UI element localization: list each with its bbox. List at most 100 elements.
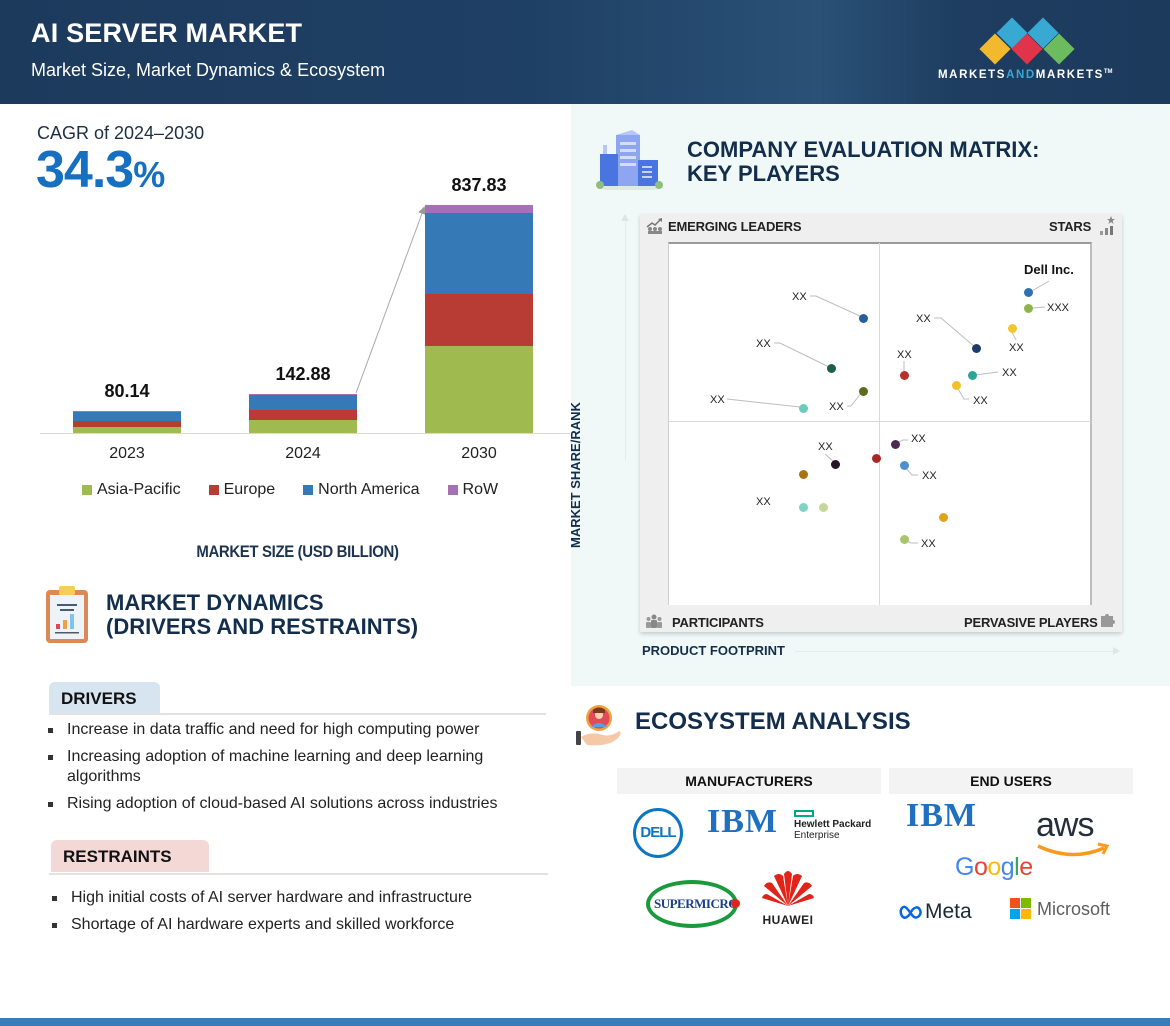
quadrant-label-participants: PARTICIPANTS [672, 615, 764, 630]
restraint-item: High initial costs of AI server hardware… [52, 888, 542, 908]
company-point-label: XX [1002, 367, 1017, 379]
brand-wordmark: MARKETSANDMARKETSTM [938, 69, 1113, 81]
bar-2023 [73, 411, 181, 433]
participants-icon [645, 614, 663, 633]
matrix-plot-area [668, 242, 1092, 605]
company-point [967, 370, 977, 380]
x-axis-arrow-icon [1113, 647, 1120, 655]
ibm-logo-manufacturer: IBM [707, 803, 778, 840]
bar-segment-europe [425, 293, 533, 346]
company-point [871, 453, 881, 463]
header-banner: AI SERVER MARKET Market Size, Market Dyn… [0, 0, 1170, 104]
bar-total-label: 80.14 [104, 381, 150, 402]
company-point [826, 363, 836, 373]
company-point [971, 343, 981, 353]
bar-segment-asia-pacific [425, 345, 533, 433]
end-users-header: END USERS [889, 768, 1133, 794]
legend-item-europe: Europe [208, 481, 275, 499]
x-axis-tick-label: 2030 [461, 445, 497, 462]
legend-swatch [208, 485, 219, 495]
bar-segment-north-america [425, 212, 533, 294]
aws-logo: aws [1036, 808, 1112, 864]
meta-logo: Meta [899, 900, 972, 924]
bar-segment-asia-pacific [249, 420, 357, 433]
supermicro-logo: SUPERMICRO [646, 880, 740, 928]
company-point-label: XX [756, 496, 771, 508]
cagr-label: CAGR of 2024–2030 [37, 123, 205, 143]
company-point-label: XX [792, 291, 807, 303]
company-point-label: XX [1009, 342, 1024, 354]
microsoft-windows-icon [1010, 898, 1031, 919]
bar-2024 [249, 394, 357, 433]
huawei-petals-icon [762, 871, 814, 906]
quadrant-label-pervasive-players: PERVASIVE PLAYERS [964, 615, 1098, 630]
cagr-arrow-icon [355, 206, 426, 394]
page-title: AI SERVER MARKET [31, 18, 303, 48]
ecosystem-heading: ECOSYSTEM ANALYSIS [635, 708, 911, 735]
marketsandmarkets-logo: MARKETSANDMARKETSTM [930, 16, 1130, 86]
bar-segment-europe [249, 410, 357, 421]
company-point [830, 459, 840, 469]
company-point [1023, 303, 1033, 313]
footer-bar [0, 1018, 1170, 1026]
legend-swatch [447, 485, 458, 495]
legend-item-asia-pacific: Asia-Pacific [82, 481, 181, 499]
company-point [858, 313, 868, 323]
driver-item: Rising adoption of cloud-based AI soluti… [48, 794, 538, 814]
huawei-logo: HUAWEI [760, 866, 816, 928]
company-point [798, 403, 808, 413]
microsoft-logo: Microsoft [1010, 898, 1110, 920]
company-point [858, 386, 868, 396]
hpe-element-icon [794, 810, 814, 817]
y-axis-arrow-icon [621, 214, 629, 221]
y-axis-label: MARKET SHARE/RANK [568, 402, 583, 548]
company-point [951, 380, 961, 390]
bar-segment-north-america [249, 395, 357, 411]
dynamics-heading: MARKET DYNAMICS (DRIVERS AND RESTRAINTS) [106, 590, 419, 639]
company-point [1023, 287, 1033, 297]
company-point-label: XX [916, 313, 931, 325]
company-point-label: XX [710, 394, 725, 406]
bar-total-label: 142.88 [275, 364, 331, 385]
company-point [899, 534, 909, 544]
restraints-divider [49, 873, 548, 875]
chart-legend: Asia-Pacific Europe North America RoW [82, 481, 498, 499]
ecosystem-hand-person-icon [575, 703, 625, 749]
drivers-divider [49, 713, 546, 715]
company-point-label: XX [818, 441, 833, 453]
company-point [899, 460, 909, 470]
quadrant-label-stars: STARS [1049, 219, 1092, 234]
cagr-value: 34.3% [36, 141, 165, 199]
legend-swatch [82, 485, 92, 495]
company-point [818, 502, 828, 512]
market-size-chart: 80.14 2023 142.88 2024 837.83 2030 [0, 170, 580, 530]
google-logo: Google [955, 853, 1033, 881]
chart-baseline [40, 433, 570, 434]
emerging-leaders-icon [646, 218, 664, 239]
company-point [899, 370, 909, 380]
dell-logo: DELL [633, 808, 683, 858]
company-point [798, 469, 808, 479]
company-point [1007, 323, 1017, 333]
stars-icon [1099, 216, 1115, 241]
bar-segment-row [73, 411, 181, 412]
quadrant-label-emerging-leaders: EMERGING LEADERS [668, 219, 802, 234]
quadrant-divider-vertical [879, 243, 880, 605]
clipboard-chart-icon [44, 585, 90, 645]
supermicro-dot-icon [731, 899, 740, 908]
bar-segment-north-america [73, 411, 181, 422]
bar-segment-europe [73, 421, 181, 427]
bar-2030 [425, 205, 533, 433]
x-axis-tick-label: 2023 [109, 445, 145, 462]
bar-total-label: 837.83 [451, 175, 507, 195]
dell-inc-label: Dell Inc. [1024, 262, 1074, 277]
manufacturers-header: MANUFACTURERS [617, 768, 881, 794]
x-axis-tick-label: 2024 [285, 445, 321, 462]
x-axis-arrow-line [795, 651, 1115, 652]
quadrant-divider-horizontal [669, 421, 1091, 422]
buildings-icon [596, 130, 664, 191]
company-point [938, 512, 948, 522]
restraint-item: Shortage of AI hardware experts and skil… [52, 915, 542, 935]
hpe-logo: Hewlett Packard Enterprise [794, 810, 871, 841]
company-point-label: XX [921, 538, 936, 550]
